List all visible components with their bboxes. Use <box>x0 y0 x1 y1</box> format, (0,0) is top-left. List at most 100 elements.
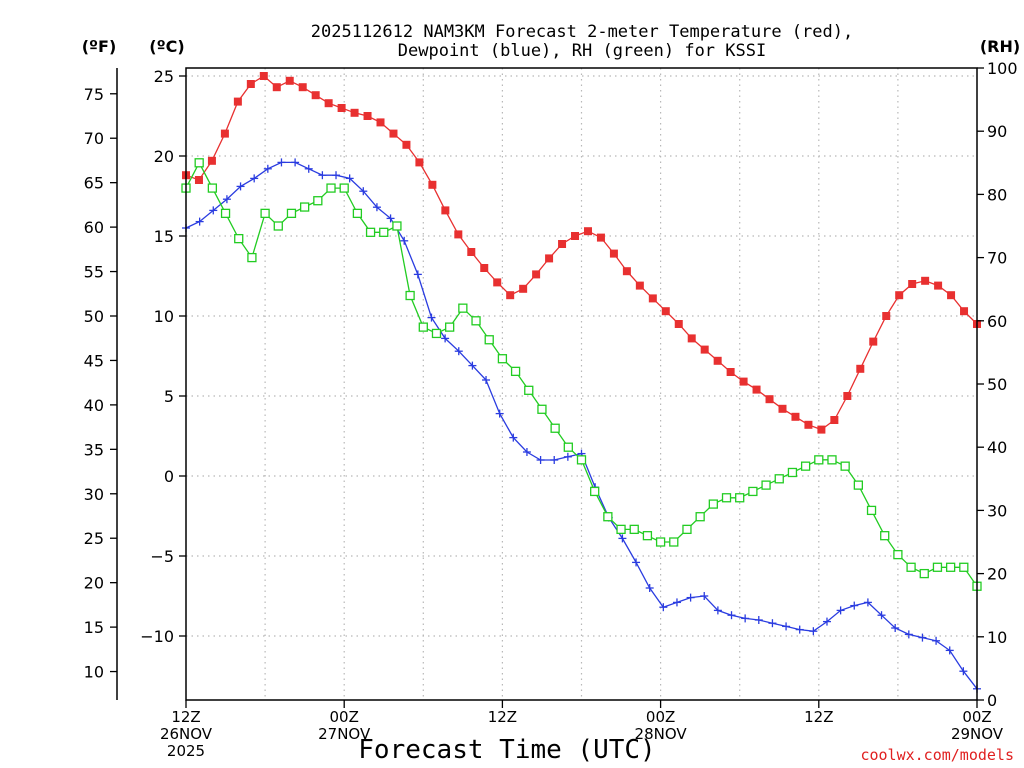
dewpoint-point <box>550 456 559 464</box>
rh-tick-label: 50 <box>987 375 1007 394</box>
x-tick-label: 29NOV <box>951 725 1004 743</box>
temperature-point <box>661 307 670 316</box>
rh-point <box>313 196 323 206</box>
series-layer <box>181 72 982 693</box>
rh-point <box>774 474 784 484</box>
dewpoint-point <box>782 622 791 631</box>
dewpoint-point <box>250 174 259 183</box>
dewpoint-point <box>277 158 286 167</box>
dewpoint-point <box>713 606 722 615</box>
rh-point <box>721 493 732 503</box>
temperature-point <box>869 337 878 346</box>
rh-point <box>431 328 442 339</box>
temperature-point <box>635 281 644 290</box>
rh-point <box>695 512 705 522</box>
rh-point <box>616 524 626 535</box>
dewpoint-point <box>222 195 231 204</box>
dewpoint-point <box>359 187 368 196</box>
credit-label: coolwx.com/models <box>860 746 1014 764</box>
rh-point <box>286 208 297 219</box>
temperature-point <box>402 140 411 149</box>
dewpoint-point <box>672 598 681 607</box>
rh-point <box>220 208 231 219</box>
rh-line <box>185 161 978 587</box>
rh-point <box>655 537 666 547</box>
dewpoint-point <box>618 534 627 543</box>
dewpoint-point <box>932 636 941 645</box>
temperature-point <box>233 97 242 106</box>
rh-point <box>497 354 508 364</box>
temperature-point <box>454 230 463 239</box>
dewpoint-point <box>918 633 927 642</box>
temperature-point <box>583 227 592 236</box>
rh-point <box>880 531 890 541</box>
rh-unit-label: (RH) <box>980 37 1020 56</box>
temperature-point <box>830 416 839 424</box>
dewpoint-point <box>304 164 313 173</box>
dewpoint-point <box>809 627 818 636</box>
celsius-tick-label: 5 <box>164 387 174 406</box>
celsius-tick-label: 15 <box>154 227 174 246</box>
rh-point <box>893 549 903 560</box>
temperature-point <box>726 368 735 376</box>
rh-point <box>748 486 758 497</box>
rh-point <box>827 455 837 465</box>
temperature-point <box>220 129 229 138</box>
dewpoint-point <box>850 601 859 610</box>
dewpoint-point <box>768 619 777 628</box>
fahrenheit-tick-label: 35 <box>84 440 104 459</box>
x-tick-label: 12Z <box>171 708 200 726</box>
rh-point <box>761 480 771 490</box>
dewpoint-point <box>468 361 477 370</box>
temperature-point <box>622 267 631 276</box>
x-tick-label: 00Z <box>330 708 359 726</box>
dewpoint-point <box>686 593 695 602</box>
fahrenheit-tick-label: 55 <box>84 263 104 282</box>
dewpoint-point <box>741 614 750 623</box>
dewpoint-point <box>291 158 300 167</box>
temperature-point <box>350 108 359 117</box>
temperature-point <box>609 249 618 258</box>
temperature-point <box>532 270 541 279</box>
celsius-tick-label: −10 <box>140 627 174 646</box>
dewpoint-point <box>332 171 341 180</box>
rh-point <box>919 568 929 579</box>
temperature-point <box>324 99 333 108</box>
fahrenheit-tick-label: 40 <box>84 396 104 415</box>
x-tick-label: 26NOV <box>160 725 213 743</box>
temperature-point <box>389 129 398 138</box>
x-tick-label: 00Z <box>962 708 991 726</box>
dewpoint-point <box>263 164 272 173</box>
x-tick-label: 28NOV <box>635 725 688 743</box>
dewpoint-point <box>563 452 572 461</box>
dewpoint-point <box>536 456 545 464</box>
rh-point <box>471 316 481 326</box>
dewpoint-point <box>700 592 709 600</box>
rh-tick-label: 10 <box>987 628 1007 647</box>
rh-tick-label: 70 <box>987 249 1007 268</box>
rh-point <box>299 202 310 212</box>
temperature-point <box>648 294 657 303</box>
dewpoint-point <box>795 625 804 634</box>
rh-point <box>708 499 718 509</box>
celsius-unit-label: (ºC) <box>149 37 184 56</box>
dewpoint-point <box>877 611 886 620</box>
rh-point <box>405 290 415 301</box>
celsius-tick-label: −5 <box>150 547 174 566</box>
rh-point <box>866 505 877 516</box>
temperature-point <box>960 307 969 316</box>
dewpoint-point <box>454 347 463 356</box>
gridlines <box>186 68 977 700</box>
rh-tick-label: 80 <box>987 185 1007 204</box>
dewpoint-point <box>959 667 968 676</box>
rh-point <box>642 531 653 541</box>
rh-point <box>379 227 389 237</box>
x-tick-label: 27NOV <box>318 725 371 743</box>
rh-point <box>234 233 244 244</box>
temperature-point <box>700 345 709 354</box>
rh-point <box>590 486 600 497</box>
temperature-point <box>558 240 567 248</box>
rh-point <box>194 158 204 168</box>
dewpoint-point <box>904 630 913 639</box>
temperature-point <box>376 118 385 127</box>
